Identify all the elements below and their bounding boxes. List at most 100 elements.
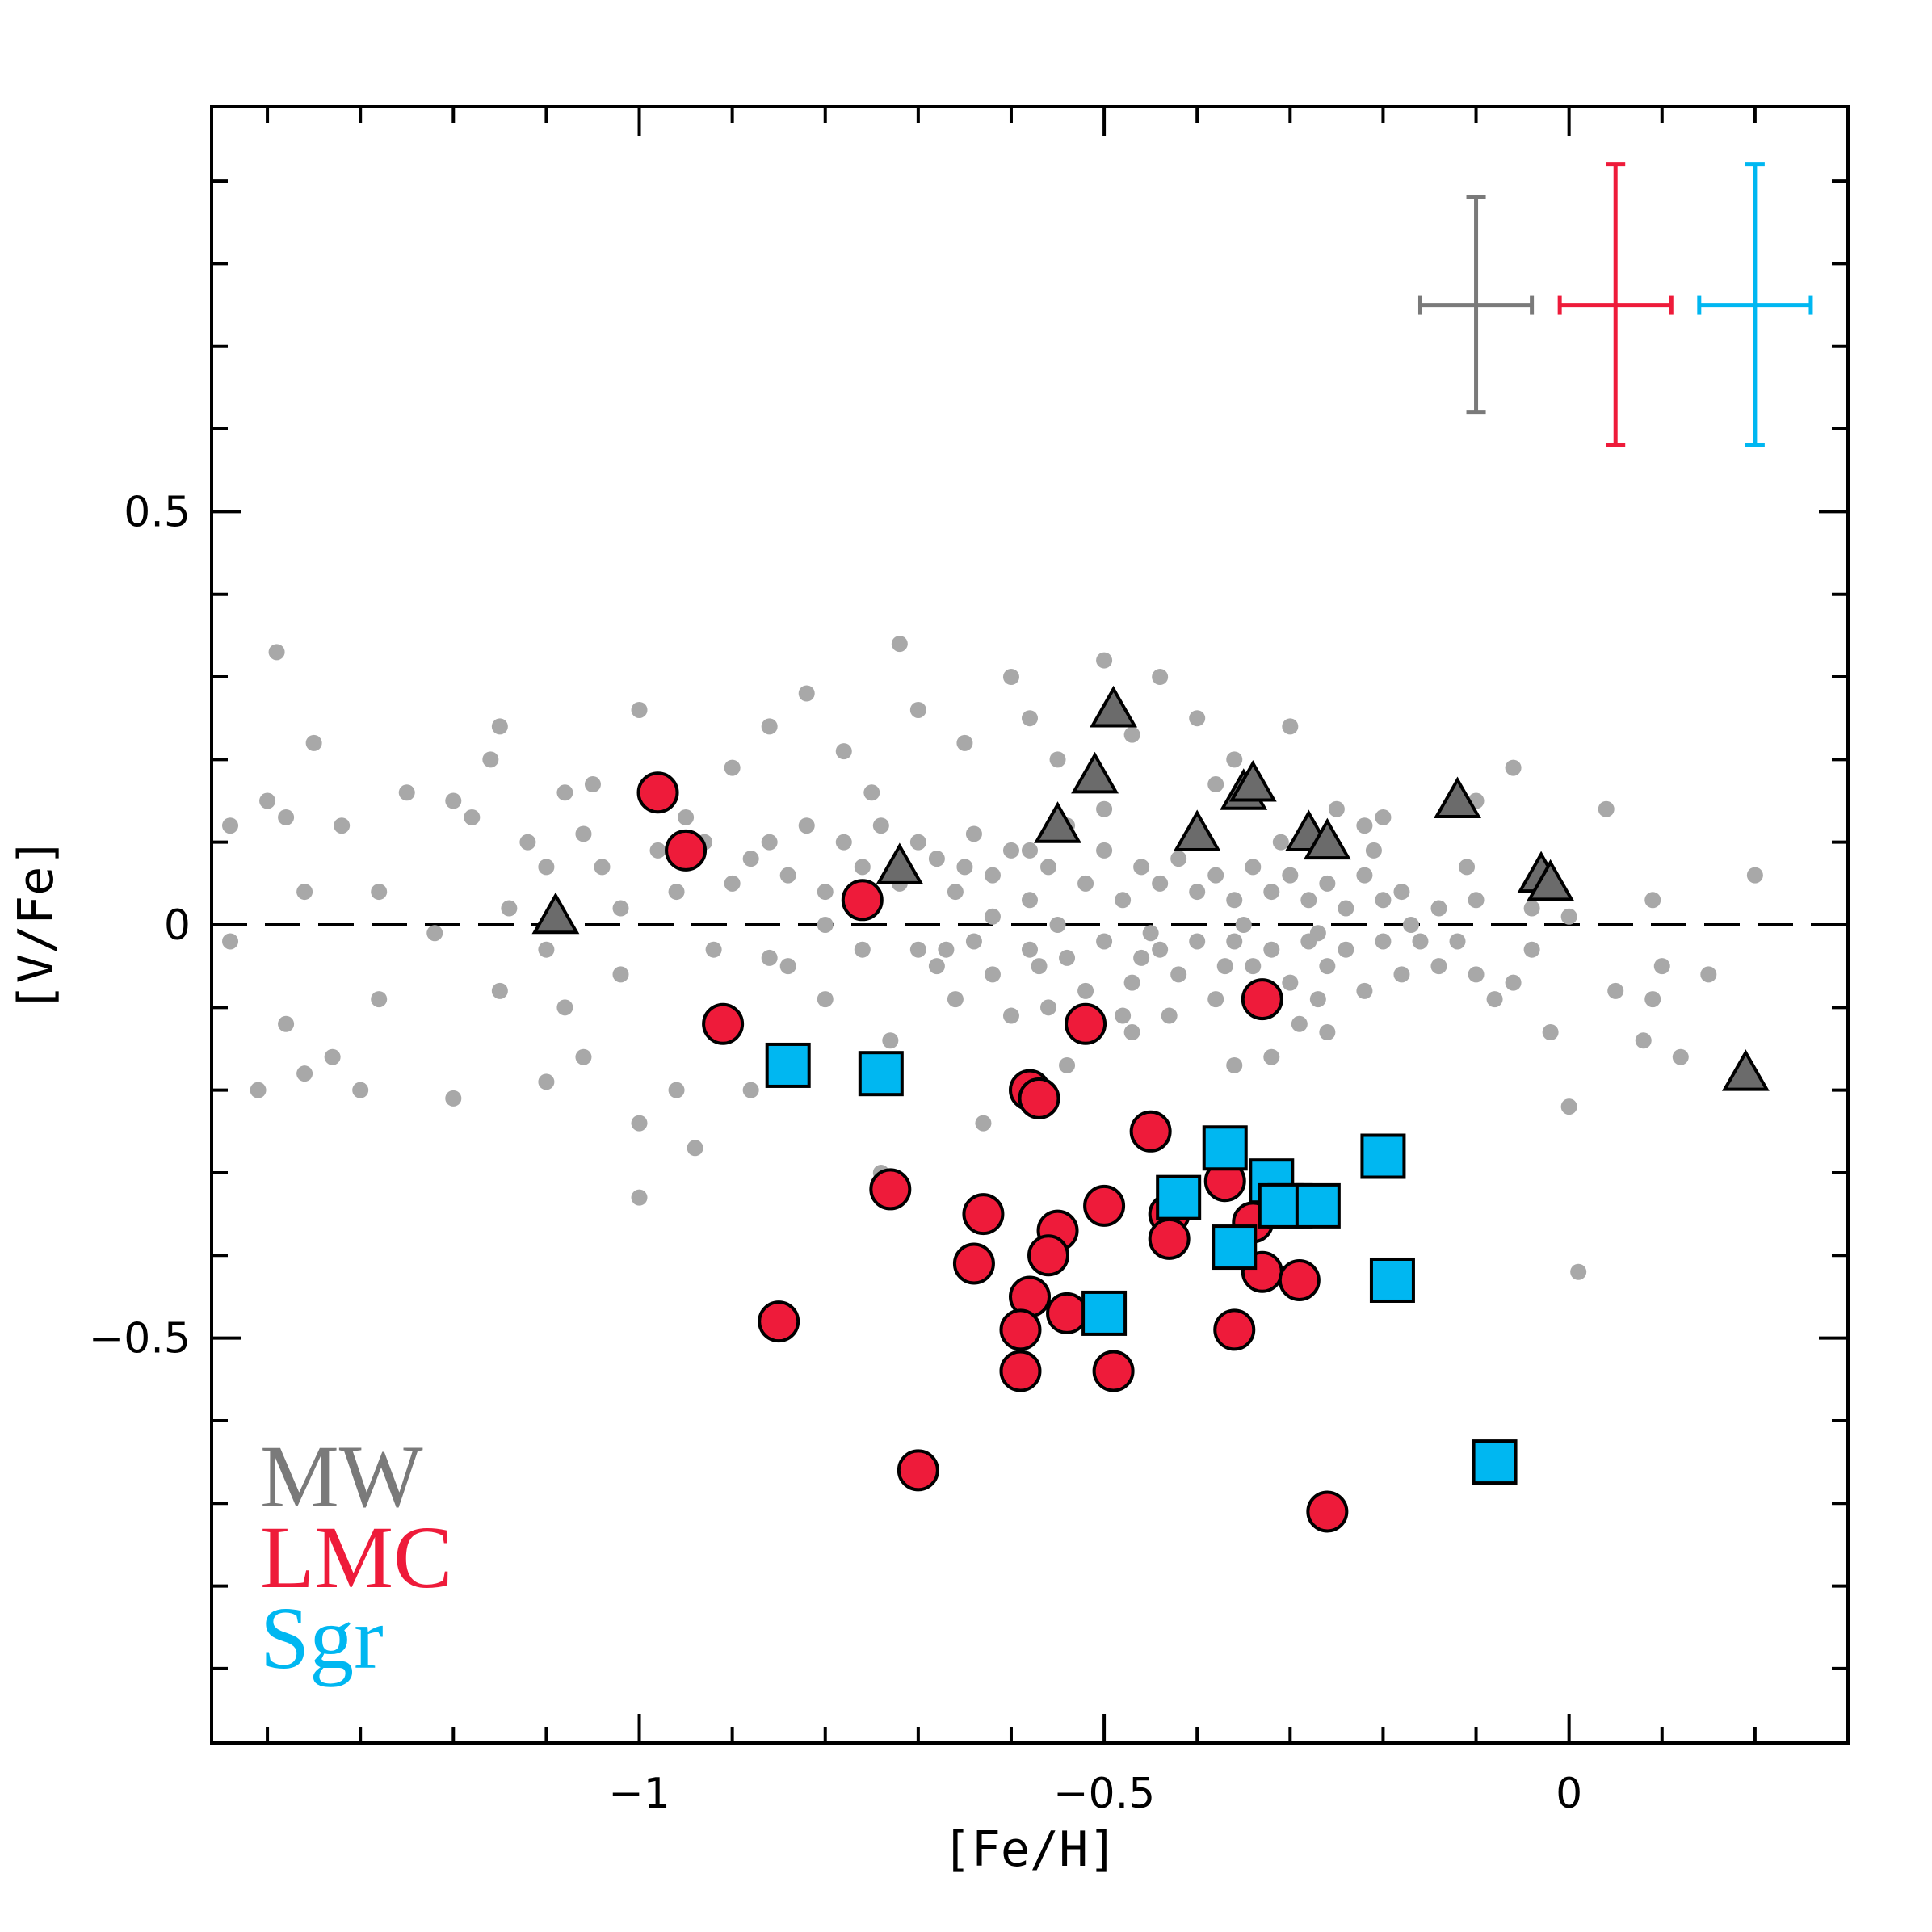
- y-tick-label: 0: [164, 901, 191, 950]
- mw-field-point: [538, 1073, 555, 1090]
- mw-field-point: [1263, 1048, 1280, 1065]
- mw-field-point: [1208, 991, 1224, 1008]
- mw-field-point: [556, 999, 573, 1016]
- mw-field-point: [445, 1090, 462, 1107]
- mw-field-point: [250, 1082, 267, 1098]
- sgr-point: [1369, 1257, 1415, 1303]
- mw-field-point: [1356, 817, 1373, 834]
- lmc-point: [636, 771, 679, 814]
- mw-field-point: [1356, 867, 1373, 884]
- mw-field-point: [882, 1032, 899, 1049]
- mw-field-point: [779, 958, 796, 975]
- mw-field-point: [278, 1015, 295, 1032]
- mw-field-point: [1059, 949, 1076, 966]
- mw-field-point: [817, 991, 834, 1008]
- mw-field-point: [1077, 982, 1094, 999]
- mw-field-point: [1208, 776, 1224, 793]
- mw-field-point: [724, 759, 741, 776]
- sgr-point: [1258, 1182, 1304, 1228]
- mw-field-point: [1570, 1263, 1587, 1280]
- mw-field-point: [965, 933, 982, 950]
- mw-field-point: [1282, 974, 1299, 991]
- series-sgr: [765, 1042, 1518, 1485]
- mw-field-point: [1189, 933, 1206, 950]
- mw-field-point: [1096, 933, 1113, 950]
- mw-field-point: [687, 1140, 704, 1157]
- x-axis-title: [Fe/H]: [943, 1821, 1118, 1878]
- mw-field-point: [334, 817, 351, 834]
- lmc-point: [702, 1002, 745, 1045]
- mw-field-point: [984, 908, 1001, 925]
- mw-field-point: [956, 734, 973, 751]
- mw-field-point: [761, 834, 778, 850]
- mw-field-point: [426, 925, 443, 942]
- lmc-point: [665, 829, 708, 872]
- mw-field-point: [909, 701, 926, 718]
- mw-field-point: [1124, 726, 1140, 743]
- mw-field-point: [668, 884, 685, 901]
- lmc-point: [952, 1242, 995, 1285]
- mw-field-point: [705, 941, 722, 958]
- axis-ticks: −1 −0.5 0 0.5 0 −0.5: [89, 107, 1848, 1818]
- mw-field-point: [594, 859, 611, 876]
- mw-field-point: [491, 982, 508, 999]
- mw-field-point: [1291, 1015, 1308, 1032]
- lmc-point: [1065, 1002, 1107, 1045]
- mw-field-point: [1598, 800, 1615, 817]
- mw-field-point: [947, 991, 964, 1008]
- mw-field-point: [1096, 842, 1113, 859]
- mw-field-point: [1049, 751, 1066, 768]
- mw-field-point: [761, 949, 778, 966]
- mw-field-point: [1002, 669, 1019, 686]
- mw-field-point: [1505, 759, 1522, 776]
- mw-field-point: [1115, 892, 1132, 909]
- legend-label-mw: MW: [260, 1427, 423, 1526]
- mw-field-point: [556, 784, 573, 801]
- mw-field-point: [222, 817, 239, 834]
- mw-field-point: [854, 941, 871, 958]
- mw-field-point: [1338, 941, 1354, 958]
- mw-point: [1527, 859, 1575, 901]
- mw-field-point: [1189, 884, 1206, 901]
- mw-point: [876, 842, 924, 884]
- mw-field-point: [371, 884, 388, 901]
- mw-field-point: [1124, 1024, 1140, 1041]
- mw-field-point: [324, 1048, 341, 1065]
- lmc-point: [1306, 1490, 1349, 1533]
- mw-field-point: [1356, 982, 1373, 999]
- mw-field-point: [1170, 850, 1187, 867]
- mw-field-point: [1263, 941, 1280, 958]
- mw-field-point: [1133, 859, 1150, 876]
- mw-point: [1434, 776, 1481, 819]
- mw-field-point: [398, 784, 415, 801]
- mw-field-point: [1031, 958, 1048, 975]
- series-mw: [531, 685, 1770, 1091]
- legend-label-sgr: Sgr: [260, 1589, 384, 1687]
- lmc-point: [1278, 1258, 1321, 1301]
- mw-field-point: [1700, 966, 1717, 983]
- mw-field-point: [1393, 884, 1410, 901]
- mw-field-point: [296, 1065, 313, 1082]
- mw-field-point: [1635, 1032, 1652, 1049]
- mw-field-point: [1226, 751, 1243, 768]
- mw-field-point: [798, 817, 815, 834]
- mw-field-point: [1459, 859, 1476, 876]
- mw-field-point: [1040, 999, 1057, 1016]
- sgr-point: [1212, 1224, 1258, 1270]
- mw-field-point: [1523, 900, 1540, 917]
- mw-field-point: [1208, 867, 1224, 884]
- mw-field-point: [1644, 892, 1661, 909]
- mw-field-point: [538, 859, 555, 876]
- legend-label-lmc: LMC: [260, 1508, 452, 1606]
- mw-point: [1090, 685, 1138, 728]
- mw-field-point: [538, 941, 555, 958]
- sgr-point: [1082, 1290, 1128, 1336]
- mw-field-point: [742, 1082, 759, 1098]
- mw-field-point: [1746, 867, 1763, 884]
- mw-field-point: [835, 834, 852, 850]
- mw-field-point: [872, 817, 889, 834]
- x-tick-label: −1: [608, 1770, 670, 1818]
- mw-field-point: [1319, 1024, 1336, 1041]
- mw-field-point: [984, 966, 1001, 983]
